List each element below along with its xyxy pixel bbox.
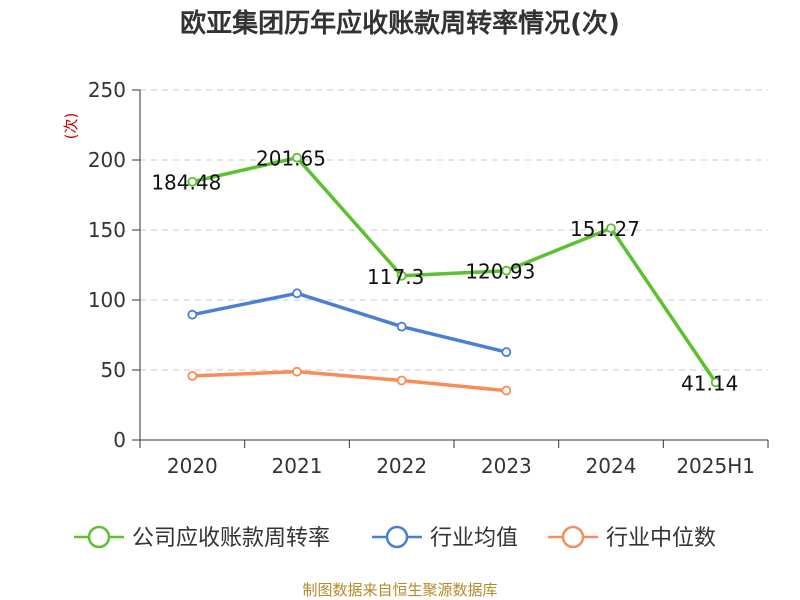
data-point bbox=[501, 385, 512, 396]
data-label: 41.14 bbox=[681, 371, 738, 395]
y-tick-label: 250 bbox=[88, 78, 126, 102]
chart-title: 欧亚集团历年应收账款周转率情况(次) bbox=[180, 8, 620, 39]
legend-marker bbox=[87, 525, 111, 549]
legend-label: 行业均值 bbox=[430, 526, 518, 551]
data-point bbox=[292, 288, 302, 299]
series-group bbox=[187, 152, 721, 396]
data-point bbox=[606, 223, 616, 234]
y-tick-label: 50 bbox=[101, 358, 126, 382]
x-tick-label: 2020 bbox=[167, 454, 218, 478]
data-label: 120.93 bbox=[465, 260, 535, 284]
data-point bbox=[187, 309, 198, 320]
y-axis-label: (次) bbox=[62, 113, 80, 140]
series-line bbox=[192, 369, 507, 393]
x-tick-label: 2025H1 bbox=[676, 454, 755, 478]
data-label: 117.3 bbox=[367, 265, 424, 289]
x-tick-label: 2022 bbox=[376, 454, 427, 478]
data-point bbox=[292, 152, 302, 163]
x-tick-label: 2021 bbox=[272, 454, 323, 478]
legend-label: 公司应收账款周转率 bbox=[132, 526, 330, 551]
x-tick-label: 2023 bbox=[481, 454, 532, 478]
data-point bbox=[187, 176, 198, 187]
data-point bbox=[396, 270, 407, 281]
y-tick-label: 150 bbox=[88, 218, 126, 242]
grid-lines bbox=[140, 89, 768, 371]
data-label: 201.65 bbox=[256, 147, 326, 171]
data-point bbox=[396, 375, 407, 386]
source-note: 制图数据来自恒生聚源数据库 bbox=[302, 581, 497, 599]
x-tick-labels: 2020 2021 2022 2023 2024 2025H1 bbox=[167, 454, 755, 478]
legend-marker bbox=[385, 525, 409, 549]
y-tick-label: 100 bbox=[88, 288, 126, 312]
data-labels: 184.48 201.65 117.3 120.93 151.27 41.14 bbox=[151, 147, 738, 396]
legend-label: 行业中位数 bbox=[606, 526, 716, 551]
data-point bbox=[187, 370, 198, 381]
axes bbox=[132, 89, 769, 448]
data-point bbox=[292, 366, 302, 377]
data-point bbox=[396, 321, 407, 332]
x-tick-label: 2024 bbox=[586, 454, 637, 478]
data-point bbox=[501, 265, 512, 276]
data-point bbox=[710, 377, 721, 388]
y-tick-labels: 0 50 100 150 200 250 bbox=[88, 78, 126, 452]
data-label: 184.48 bbox=[151, 171, 221, 195]
data-point bbox=[501, 347, 512, 357]
series-line bbox=[191, 155, 718, 384]
y-tick-label: 0 bbox=[113, 428, 126, 452]
data-label: 151.27 bbox=[570, 217, 640, 241]
legend: 公司应收账款周转率 行业均值 行业中位数 bbox=[74, 525, 716, 551]
series-line bbox=[191, 291, 507, 354]
legend-marker bbox=[561, 525, 585, 549]
y-tick-label: 200 bbox=[88, 148, 126, 172]
